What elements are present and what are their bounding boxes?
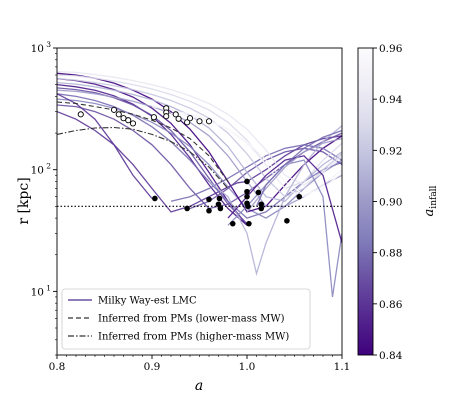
open-marker-15	[205, 118, 213, 125]
open-marker-14	[196, 118, 203, 125]
legend: Milky Way-est LMC Inferred from PMs (low…	[61, 288, 311, 350]
series-line-14	[57, 74, 342, 190]
filled-marker-15	[258, 201, 265, 208]
series-line-13	[57, 77, 342, 198]
x-tick-label-0: 0.8	[49, 361, 66, 373]
open-marker-6	[150, 114, 157, 121]
open-marker-2	[115, 111, 122, 118]
y-tick-exponent-0: 1	[46, 283, 51, 292]
series-line-8	[57, 93, 153, 199]
colorbar: 0.84 0.86 0.88 0.90 0.92 0.94 0.96 ainfall	[357, 43, 439, 362]
y-tick-label-2: 10	[31, 43, 44, 55]
series-layer	[57, 70, 342, 297]
series-line-11	[57, 89, 342, 207]
colorbar-tick-label-5: 0.94	[379, 94, 403, 106]
series-line-9	[170, 144, 342, 202]
series-line-18	[227, 159, 342, 297]
y-tick-label-0: 10	[31, 286, 44, 298]
x-axis: 0.8 0.9 1.0 1.1	[49, 355, 351, 373]
open-marker-11	[175, 115, 182, 122]
filled-marker-2	[206, 196, 212, 203]
open-marker-1	[110, 106, 118, 113]
ref-dashdot-line	[57, 126, 229, 189]
colorbar-tick-label-3: 0.90	[379, 197, 402, 209]
legend-label-1: Inferred from PMs (lower-mass MW)	[98, 314, 285, 325]
series-line-5	[57, 93, 342, 219]
filled-marker-9	[244, 188, 250, 195]
series-line-0	[57, 77, 248, 226]
legend-label-2: Inferred from PMs (higher-mass MW)	[98, 332, 289, 343]
y-tick-exponent-1: 2	[46, 162, 51, 171]
series-line-7	[57, 72, 342, 213]
ref-dashed-line	[57, 101, 229, 182]
series-line-22	[255, 129, 342, 207]
y-tick-exponent-2: 3	[46, 40, 51, 49]
filled-marker-0	[152, 195, 158, 202]
open-marker-10	[172, 111, 179, 118]
legend-box	[61, 288, 311, 350]
filled-marker-17	[284, 218, 290, 224]
filled-marker-7	[229, 220, 236, 227]
open-marker-13	[186, 115, 194, 122]
filled-marker-12	[245, 203, 251, 210]
open-marker-9	[163, 113, 170, 120]
y-tick-label-1: 10	[31, 165, 44, 177]
x-axis-label: a	[195, 378, 203, 394]
x-tick-label-2: 1.0	[239, 361, 256, 373]
filled-marker-5	[216, 195, 223, 202]
filled-marker-13	[246, 220, 252, 227]
filled-marker-8	[244, 178, 250, 185]
filled-marker-6	[217, 205, 224, 212]
colorbar-tick-label-1: 0.86	[379, 299, 403, 311]
x-tick-label-1: 0.9	[144, 361, 161, 373]
reference-layer	[57, 101, 342, 207]
colorbar-tick-label-6: 0.96	[379, 43, 403, 55]
filled-marker-14	[255, 189, 262, 196]
open-marker-5	[129, 120, 137, 127]
colorbar-ticks: 0.84 0.86 0.88 0.90 0.92 0.94 0.96	[373, 43, 403, 362]
filled-marker-16	[258, 205, 265, 212]
filled-marker-10	[244, 193, 250, 200]
colorbar-label: ainfall	[422, 185, 439, 216]
y-axis-label: r [kpc]	[16, 177, 32, 224]
x-tick-label-3: 1.1	[334, 361, 351, 373]
colorbar-tick-label-4: 0.92	[379, 145, 402, 157]
marker-layer	[77, 105, 303, 227]
filled-marker-1	[184, 205, 190, 212]
colorbar-gradient	[357, 47, 374, 356]
open-marker-4	[125, 117, 132, 124]
series-line-19	[208, 125, 342, 277]
filled-marker-3	[206, 207, 212, 214]
series-line-6	[57, 98, 342, 219]
legend-label-0: Milky Way-est LMC	[98, 296, 197, 307]
filled-marker-18	[296, 193, 303, 200]
open-marker-0	[77, 111, 84, 118]
filled-marker-4	[215, 201, 222, 208]
colorbar-tick-label-2: 0.88	[379, 248, 402, 260]
colorbar-tick-label-0: 0.84	[379, 350, 403, 362]
open-marker-12	[184, 119, 191, 126]
